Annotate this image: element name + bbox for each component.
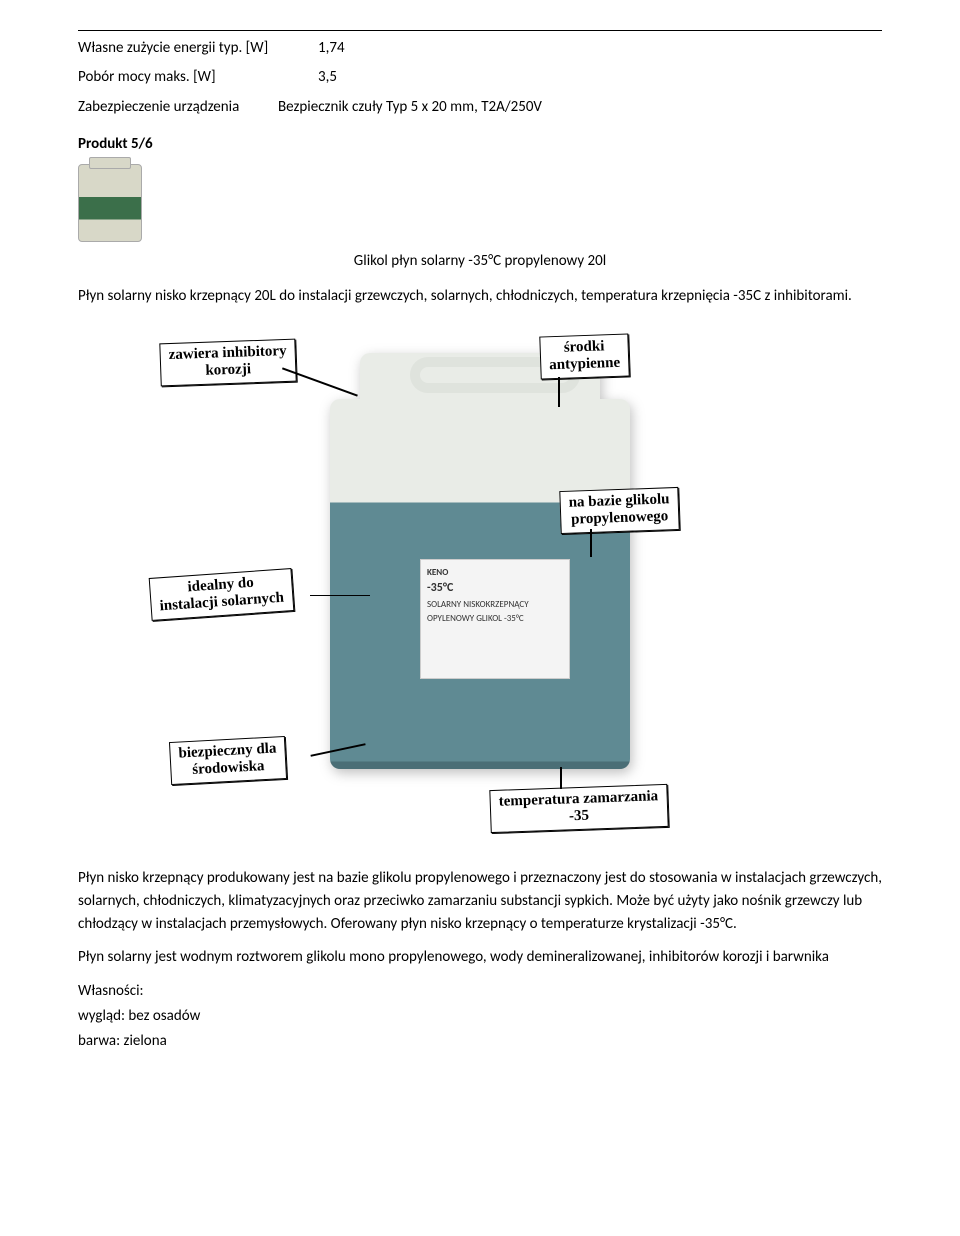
spec-label: Własne zużycie energii typ. [W] [78,37,318,60]
canister-thumb-icon [78,164,142,242]
callout-solar: idealny doinstalacji solarnych [149,568,294,620]
callout-glycol-base: na bazie glikolupropylenowego [559,486,679,533]
canister-illustration: KENO -35°C SOLARNY NISKOKRZEPNĄCY OPYLEN… [330,399,630,769]
spec-label: Pobór mocy maks. [W] [78,66,318,89]
property-color: barwa: zielona [78,1030,882,1053]
spec-value: 3,5 [318,66,337,89]
lead-line [558,377,560,407]
callout-inhibitors: zawiera inhibitorykorozji [159,338,296,385]
label-temp: -35°C [427,579,563,598]
callout-antifoam: środkiantypienne [539,333,629,379]
body-paragraph-1: Płyn nisko krzepnący produkowany jest na… [78,867,882,937]
spec-row-fuse: Zabezpieczenie urządzenia Bezpiecznik cz… [78,96,882,119]
lead-line [560,767,562,789]
label-line1: SOLARNY NISKOKRZEPNĄCY [427,598,563,612]
product-diagram: KENO -35°C SOLARNY NISKOKRZEPNĄCY OPYLEN… [160,319,800,849]
properties-heading: Własności: [78,980,882,1003]
callout-freeze-temp: temperatura zamarzania-35 [489,783,668,832]
top-rule [78,30,882,31]
product-title: Glikol płyn solarny -35°C propylenowy 20… [78,250,882,273]
spec-value: 1,74 [318,37,345,60]
spec-value: Bezpiecznik czuły Typ 5 x 20 mm, T2A/250… [278,96,542,119]
label-line2: OPYLENOWY GLIKOL -35°C [427,612,563,626]
lead-line [590,529,592,557]
spec-label: Zabezpieczenie urządzenia [78,96,278,119]
body-paragraph-2: Płyn solarny jest wodnym roztworem gliko… [78,946,882,969]
spec-row-energy: Własne zużycie energii typ. [W] 1,74 [78,37,882,60]
lead-line [282,367,358,396]
intro-paragraph: Płyn solarny nisko krzepnący 20L do inst… [78,285,882,308]
spec-row-power: Pobór mocy maks. [W] 3,5 [78,66,882,89]
product-section-heading: Produkt 5/6 [78,133,882,156]
property-appearance: wygląd: bez osadów [78,1005,882,1028]
lead-line [310,595,370,597]
callout-eco: biezpieczny dlaśrodowiska [169,735,287,784]
properties-list: Własności: wygląd: bez osadów barwa: zie… [78,980,882,1054]
product-thumbnail [78,164,882,242]
canister-label: KENO -35°C SOLARNY NISKOKRZEPNĄCY OPYLEN… [420,559,570,679]
